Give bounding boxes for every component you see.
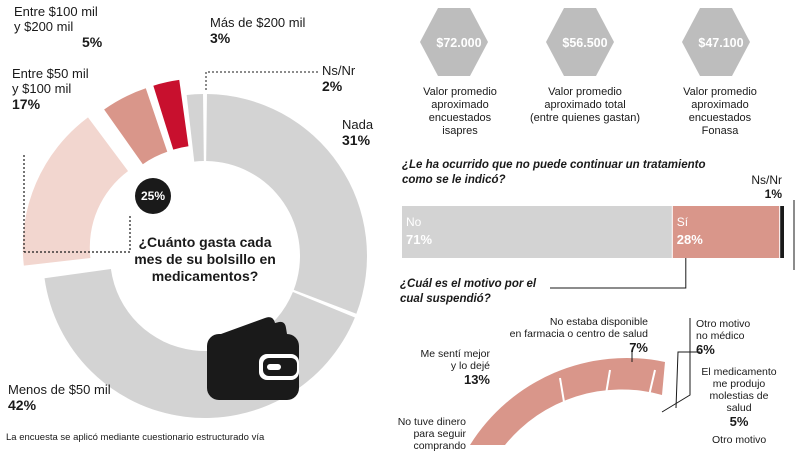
hexagons bbox=[420, 8, 750, 76]
avg-fonasa-value: $47.100 bbox=[698, 36, 744, 50]
quarter-marker-line bbox=[24, 215, 131, 253]
reason-me-senti-mejor: Me sentí mejor y lo dejé 13% bbox=[420, 348, 490, 387]
leader-line bbox=[205, 71, 318, 92]
quarter-badge: 25% bbox=[135, 178, 171, 214]
treatment-question: ¿Le ha ocurrido que no puede continuar u… bbox=[402, 159, 706, 186]
avg-total-value: $56.500 bbox=[562, 36, 608, 50]
donut-question: ¿Cuánto gasta cada mes de su bolsillo en… bbox=[134, 234, 276, 284]
label-e50: Entre $50 mil y $100 mil 17% bbox=[12, 66, 89, 112]
reason-arc bbox=[470, 358, 665, 445]
hexagon-fonasa bbox=[682, 8, 750, 76]
donut-slice-5 bbox=[186, 94, 204, 162]
label-e100: Entre $100 mil y $200 mil 5% bbox=[14, 4, 103, 50]
donut-slice-4 bbox=[153, 79, 189, 150]
hexagon-isapres bbox=[420, 8, 488, 76]
treatment-bar-1 bbox=[672, 206, 780, 258]
reason-question: ¿Cuál es el motivo por el cual suspendió… bbox=[400, 278, 537, 305]
footnote: La encuesta se aplicó mediante cuestiona… bbox=[6, 432, 265, 443]
avg-isapres-value: $72.000 bbox=[436, 36, 482, 50]
label-nsnr: Ns/Nr 2% bbox=[322, 63, 356, 94]
donut-slice-3 bbox=[104, 88, 168, 165]
donut-slice-0 bbox=[206, 94, 368, 314]
reason-otro-motivo: Otro motivo bbox=[712, 434, 767, 446]
nsnr-bar-label: Ns/Nr 1% bbox=[751, 173, 782, 201]
label-menos50: Menos de $50 mil 42% bbox=[8, 382, 111, 413]
connector-line bbox=[550, 258, 687, 289]
label-nada: Nada 31% bbox=[342, 117, 374, 148]
hexagon-total bbox=[546, 8, 614, 76]
reason-donut-chart bbox=[470, 318, 700, 445]
treatment-bar-label-0: No bbox=[406, 215, 422, 229]
reason-otro-no-medico: Otro motivo no médico 6% bbox=[696, 318, 751, 357]
donut-slice-2 bbox=[22, 117, 129, 266]
reason-no-disponible: No estaba disponible en farmacia o centro… bbox=[509, 316, 648, 355]
wallet-icon bbox=[207, 317, 299, 400]
treatment-bar-0 bbox=[402, 206, 672, 258]
reason-molestias: El medicamento me produjo molestias de sal… bbox=[701, 366, 777, 429]
avg-total-caption: Valor promedio aproximado total (entre qu… bbox=[529, 86, 641, 124]
avg-fonasa-caption: Valor promedio aproximado encuestados Fona… bbox=[683, 86, 757, 137]
treatment-bar-chart: No 71% Sí 28% bbox=[402, 200, 795, 289]
treatment-bar-2 bbox=[780, 206, 784, 258]
label-mas200: Más de $200 mil 3% bbox=[210, 15, 306, 46]
reason-sin-dinero: No tuve dinero para seguir comprando bbox=[397, 416, 466, 452]
treatment-bar-pct-1: 28% bbox=[677, 232, 703, 247]
avg-isapres-caption: Valor promedio aproximado encuestados isap… bbox=[423, 86, 497, 137]
treatment-bar-label-1: Sí bbox=[677, 215, 689, 229]
treatment-bar-pct-0: 71% bbox=[406, 232, 432, 247]
